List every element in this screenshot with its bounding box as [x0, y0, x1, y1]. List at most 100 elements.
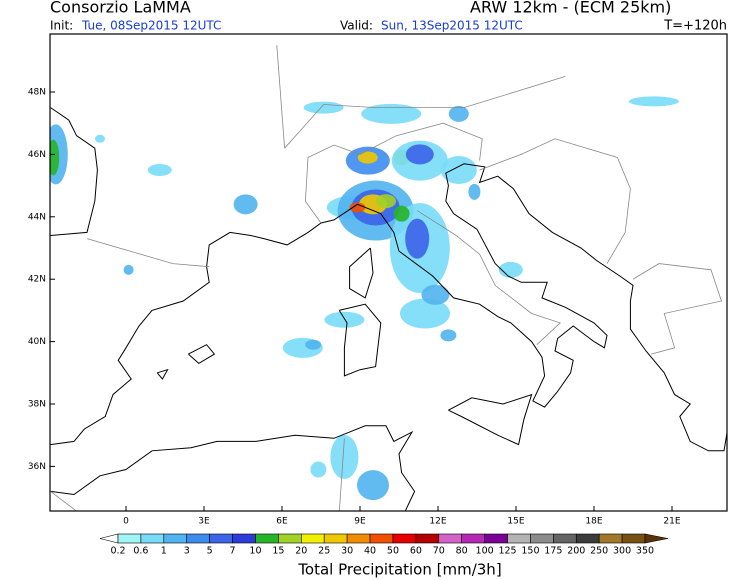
colorbar-box — [553, 533, 577, 544]
lat-label: 46N — [28, 150, 46, 160]
precip-area — [440, 156, 477, 184]
colorbar-label: 30 — [341, 546, 353, 557]
valid-date: Sun, 13Sep2015 12UTC — [381, 19, 523, 33]
valid-label: Valid: — [340, 19, 373, 33]
precip-area — [357, 151, 378, 164]
precip-area — [330, 435, 359, 480]
colorbar-box — [484, 533, 508, 544]
border — [50, 491, 77, 511]
precip-area — [123, 264, 134, 275]
colorbar-label: 25 — [318, 546, 330, 557]
colorbar-box — [530, 533, 554, 544]
precip-area — [303, 101, 344, 114]
coastline — [50, 107, 98, 236]
precip-area — [310, 461, 327, 478]
coastline — [448, 393, 533, 446]
precip-area — [400, 298, 450, 329]
precip-area — [421, 284, 450, 305]
border — [479, 138, 631, 264]
forecast-step: T=+120h — [663, 19, 727, 34]
border — [304, 122, 483, 224]
coastline — [338, 303, 382, 377]
colorbar-label: 50 — [387, 546, 399, 557]
model: ARW 12km - (ECM 25km) — [470, 0, 671, 17]
lat-label: 48N — [28, 88, 46, 98]
colorbar-label: 200 — [567, 546, 585, 557]
precip-area — [468, 183, 481, 200]
coastline — [156, 368, 169, 380]
lon-label: 15E — [507, 517, 524, 527]
lat-label: 44N — [28, 212, 46, 222]
colorbar-label: 250 — [590, 546, 608, 557]
colorbar-label: 1 — [161, 546, 167, 557]
precip-area — [349, 202, 366, 213]
colorbar-label: 20 — [295, 546, 307, 557]
colorbar-box — [392, 533, 417, 544]
lat-label: 42N — [28, 275, 46, 285]
border — [86, 238, 210, 268]
colorbar-label: 125 — [498, 546, 516, 557]
colorbar-box — [163, 533, 188, 544]
lon-label: 12E — [429, 517, 446, 527]
lat-label: 38N — [28, 400, 46, 410]
colorbar-title: Total Precipitation [mm/3h] — [297, 561, 501, 579]
precip-area — [498, 261, 523, 278]
coastline — [50, 163, 727, 452]
precip-area — [147, 164, 172, 176]
colorbar-box — [369, 533, 394, 544]
lon-label: 18E — [585, 517, 602, 527]
colorbar-box — [278, 533, 302, 544]
title: Consorzio LaMMA — [50, 0, 191, 17]
colorbar-label: 0.6 — [133, 546, 148, 557]
border — [416, 210, 561, 345]
precip-area — [393, 205, 410, 222]
lon-label: 21E — [663, 517, 680, 527]
colorbar-box — [186, 533, 210, 544]
lat-label: 40N — [28, 337, 46, 347]
precip-area — [50, 139, 60, 176]
colorbar-box — [575, 533, 600, 544]
lon-label: 6E — [276, 517, 288, 527]
colorbar-label: 60 — [410, 546, 422, 557]
colorbar-label: 10 — [249, 546, 261, 557]
colorbar-label: 300 — [613, 546, 631, 557]
colorbar-box — [209, 533, 233, 544]
coastline — [50, 425, 416, 511]
colorbar-label: 5 — [207, 546, 213, 557]
colorbar-over — [644, 533, 669, 544]
colorbar-label: 40 — [364, 546, 376, 557]
precip-area — [405, 218, 430, 259]
precip-area — [95, 134, 105, 143]
colorbar-label: 175 — [544, 546, 562, 557]
precip-area — [324, 311, 365, 328]
colorbar-box — [323, 533, 348, 544]
precip-area — [440, 329, 457, 342]
colorbar-box — [346, 533, 371, 544]
border — [632, 263, 722, 355]
border — [284, 76, 566, 149]
precip-area — [405, 144, 434, 165]
colorbar-box — [140, 533, 165, 544]
map-frame — [49, 33, 728, 512]
colorbar-box — [461, 533, 485, 544]
border — [276, 45, 285, 149]
colorbar-box — [438, 533, 462, 544]
precip-area — [361, 103, 422, 124]
coastline — [188, 344, 216, 365]
precip-area — [448, 105, 469, 122]
colorbar-box — [301, 533, 325, 544]
precip-area — [628, 96, 679, 107]
colorbar-label: 0.2 — [110, 546, 125, 557]
colorbar-box — [255, 533, 279, 544]
lat-label: 36N — [28, 462, 46, 472]
colorbar-box — [232, 533, 256, 544]
colorbar-label: 15 — [272, 546, 284, 557]
lon-label: 9E — [354, 517, 366, 527]
precip-area — [305, 339, 322, 350]
colorbar-label: 100 — [476, 546, 494, 557]
colorbar-label: 80 — [456, 546, 468, 557]
colorbar-label: 3 — [184, 546, 190, 557]
colorbar-label: 350 — [636, 546, 654, 557]
border — [338, 438, 345, 511]
